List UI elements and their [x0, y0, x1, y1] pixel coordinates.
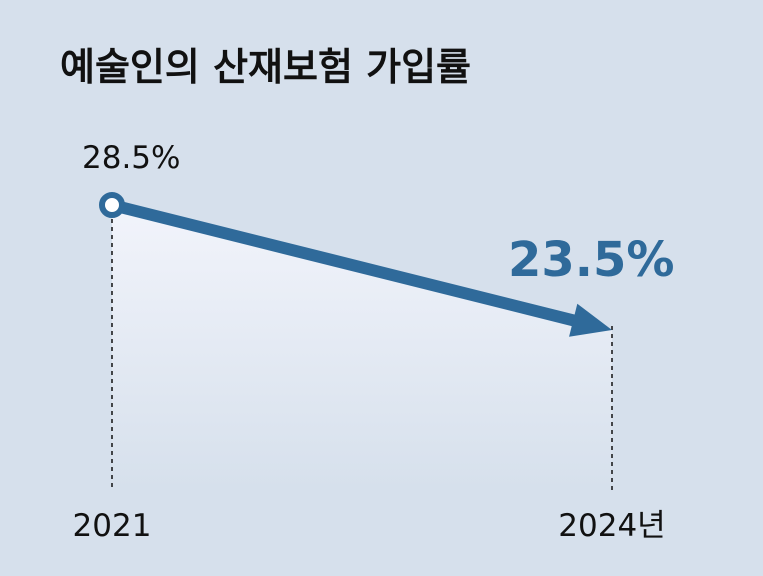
start-point-marker	[99, 192, 125, 218]
end-arrowhead	[569, 303, 612, 337]
area-fill	[112, 205, 612, 490]
data-label-start: 28.5%	[82, 140, 180, 176]
series-line	[110, 199, 579, 328]
data-label-end: 23.5%	[508, 232, 675, 288]
chart-title: 예술인의 산재보험 가입률	[60, 45, 471, 89]
plot-area: 28.5% 23.5% 2021 2024년	[73, 140, 675, 544]
x-tick-label-1: 2021	[73, 508, 152, 544]
x-tick-label-2: 2024년	[558, 508, 665, 544]
